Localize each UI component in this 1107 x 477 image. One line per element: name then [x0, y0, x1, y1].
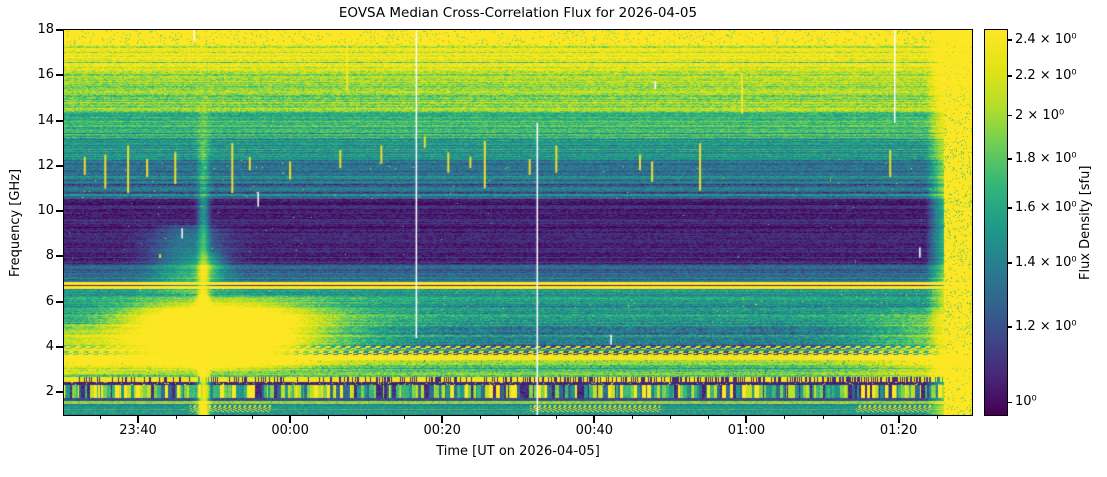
colorbar-tick-mark	[1008, 401, 1012, 404]
x-minor-tick-mark	[404, 415, 406, 419]
colorbar-tick-label: 1.8 × 10⁰	[1015, 151, 1077, 167]
chart-title: EOVSA Median Cross-Correlation Flux for …	[338, 5, 698, 21]
x-tick-mark	[593, 415, 596, 423]
x-minor-tick-mark	[936, 415, 938, 419]
x-tick-label: 01:00	[727, 423, 766, 438]
x-minor-tick-mark	[176, 415, 178, 419]
x-minor-tick-mark	[556, 415, 558, 419]
y-tick-mark	[56, 119, 64, 122]
y-tick-mark	[56, 164, 64, 167]
x-minor-tick-mark	[632, 415, 634, 419]
x-minor-tick-mark	[328, 415, 330, 419]
x-minor-tick-mark	[480, 415, 482, 419]
colorbar-tick-mark	[1008, 158, 1012, 160]
colorbar-gradient	[985, 30, 1007, 415]
y-tick-mark	[56, 391, 64, 394]
x-tick-label: 00:20	[423, 423, 461, 438]
colorbar-tick-label: 1.2 × 10⁰	[1015, 318, 1077, 334]
colorbar-tick-mark	[1008, 114, 1012, 117]
x-minor-tick-mark	[99, 415, 101, 419]
x-minor-tick-mark	[518, 415, 520, 419]
colorbar-tick-mark	[1008, 326, 1012, 328]
y-tick-mark	[56, 74, 64, 77]
spectrogram-heatmap	[64, 30, 972, 415]
y-tick-label: 8	[45, 248, 54, 264]
y-tick-label: 2	[45, 384, 54, 400]
y-tick-mark	[56, 210, 64, 213]
x-minor-tick-mark	[708, 415, 710, 419]
x-minor-tick-mark	[366, 415, 368, 419]
colorbar-tick-mark	[1008, 75, 1012, 77]
colorbar-tick-label: 10⁰	[1015, 394, 1037, 410]
y-tick-mark	[56, 300, 64, 303]
x-minor-tick-mark	[784, 415, 786, 419]
colorbar-label: Flux Density [sfu]	[1078, 165, 1093, 280]
x-tick-mark	[289, 415, 292, 423]
colorbar-tick-mark	[1008, 262, 1012, 264]
colorbar-tick-label: 2.4 × 10⁰	[1015, 32, 1077, 48]
x-tick-mark	[897, 415, 900, 423]
colorbar-tick-mark	[1008, 207, 1012, 209]
colorbar-tick-label: 2 × 10⁰	[1015, 107, 1065, 123]
y-tick-label: 10	[37, 203, 54, 219]
colorbar-tick-label: 1.6 × 10⁰	[1015, 199, 1077, 215]
x-tick-mark	[745, 415, 748, 423]
y-tick-label: 12	[37, 157, 54, 173]
x-tick-label: 01:20	[879, 423, 918, 438]
y-tick-label: 16	[37, 67, 54, 83]
colorbar-tick-label: 2.2 × 10⁰	[1015, 68, 1077, 84]
x-minor-tick-mark	[860, 415, 862, 419]
y-tick-label: 4	[45, 339, 54, 355]
x-tick-mark	[137, 415, 139, 423]
y-tick-mark	[56, 29, 64, 31]
x-minor-tick-mark	[214, 415, 216, 419]
x-tick-label: 00:40	[575, 423, 614, 438]
y-tick-label: 14	[37, 112, 54, 128]
plot-area	[63, 29, 973, 416]
y-tick-label: 18	[37, 22, 54, 37]
colorbar	[984, 29, 1008, 416]
x-minor-tick-mark	[252, 415, 254, 419]
x-axis-label: Time [UT on 2026-04-05]	[436, 444, 600, 459]
y-axis-label: Frequency [GHz]	[8, 168, 23, 277]
y-tick-mark	[56, 346, 64, 349]
x-tick-mark	[441, 415, 444, 423]
x-tick-label: 00:00	[271, 423, 309, 438]
x-tick-label: 23:40	[119, 423, 157, 438]
y-tick-mark	[56, 255, 64, 258]
colorbar-tick-mark	[1008, 39, 1012, 41]
x-minor-tick-mark	[670, 415, 672, 419]
y-tick-label: 6	[45, 293, 54, 309]
colorbar-tick-label: 1.4 × 10⁰	[1015, 255, 1077, 271]
x-minor-tick-mark	[822, 415, 824, 419]
